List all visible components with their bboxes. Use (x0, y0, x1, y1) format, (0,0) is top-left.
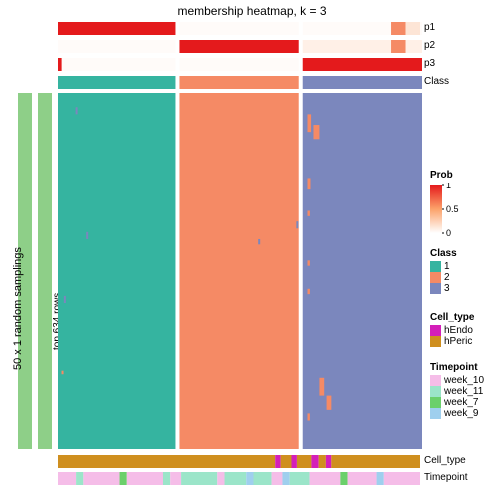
celltype-seg (297, 455, 311, 468)
timepoint-seg (170, 472, 181, 485)
celltype-seg (281, 455, 292, 468)
timepoint-seg (181, 472, 217, 485)
svg-text:0.5: 0.5 (446, 204, 459, 214)
heatmap-block1 (179, 93, 298, 449)
timepoint-seg (58, 472, 76, 485)
celltype-seg (319, 455, 326, 468)
legend-timepoint-title: Timepoint (430, 362, 484, 373)
timepoint-seg (290, 472, 310, 485)
annot-class-block1 (179, 76, 298, 89)
timepoint-seg (272, 472, 283, 485)
legend-item-label: hEndo (444, 325, 473, 336)
celltype-seg (326, 455, 331, 468)
legend-celltype: Cell_type hEndohPeric (430, 312, 474, 347)
celltype-seg (331, 455, 420, 468)
annot-label-p3: p3 (424, 58, 435, 69)
heatmap-block0 (58, 93, 175, 449)
annot-p2-block1 (179, 40, 298, 53)
legend-item: week_7 (430, 397, 484, 408)
legend-item-label: hPeric (444, 336, 472, 347)
annot-p2-block0 (58, 40, 175, 53)
legend-item-label: week_7 (444, 397, 478, 408)
legend-prob-title: Prob (430, 170, 453, 181)
legend-item: hPeric (430, 336, 474, 347)
legend-item-label: week_11 (444, 386, 483, 397)
annot-label-timepoint: Timepoint (424, 472, 468, 483)
legend-celltype-title: Cell_type (430, 312, 474, 323)
timepoint-seg (246, 472, 253, 485)
celltype-seg (291, 455, 296, 468)
legend-class: Class 123 (430, 248, 457, 294)
timepoint-seg (310, 472, 341, 485)
legend-item-label: week_10 (444, 375, 484, 386)
annot-label-class: Class (424, 76, 449, 87)
annot-label-p1: p1 (424, 22, 435, 33)
svg-text:0: 0 (446, 228, 451, 238)
annot-p3-block2 (303, 58, 422, 71)
legend-prob: Prob 00.51 (430, 170, 453, 183)
timepoint-seg (83, 472, 119, 485)
annot-label-p2: p2 (424, 40, 435, 51)
timepoint-seg (76, 472, 83, 485)
legend-item-label: week_9 (444, 409, 478, 420)
annot-p3-block0 (58, 58, 175, 71)
timepoint-seg (120, 472, 127, 485)
annot-p1-block0 (58, 22, 175, 35)
timepoint-seg (163, 472, 170, 485)
timepoint-seg (253, 472, 271, 485)
timepoint-seg (340, 472, 347, 485)
legend-item: hEndo (430, 325, 474, 336)
annot-class-block2 (303, 76, 422, 89)
annot-class-block0 (58, 76, 175, 89)
celltype-seg (58, 455, 275, 468)
legend-item: week_11 (430, 386, 484, 397)
timepoint-seg (217, 472, 224, 485)
legend-timepoint: Timepoint week_10week_11week_7week_9 (430, 362, 484, 420)
timepoint-seg (127, 472, 163, 485)
timepoint-seg (377, 472, 384, 485)
annot-p3-block1 (179, 58, 298, 71)
legend-item: week_9 (430, 408, 484, 419)
heatmap-block2 (303, 93, 422, 449)
annot-label-celltype: Cell_type (424, 455, 466, 466)
celltype-seg (311, 455, 318, 468)
legend-class-title: Class (430, 248, 457, 259)
celltype-seg (275, 455, 280, 468)
svg-text:1: 1 (446, 183, 451, 190)
timepoint-seg (348, 472, 377, 485)
timepoint-seg (282, 472, 289, 485)
legend-item: week_10 (430, 375, 484, 386)
annot-p1-block1 (179, 22, 298, 35)
timepoint-seg (225, 472, 247, 485)
timepoint-seg (384, 472, 420, 485)
